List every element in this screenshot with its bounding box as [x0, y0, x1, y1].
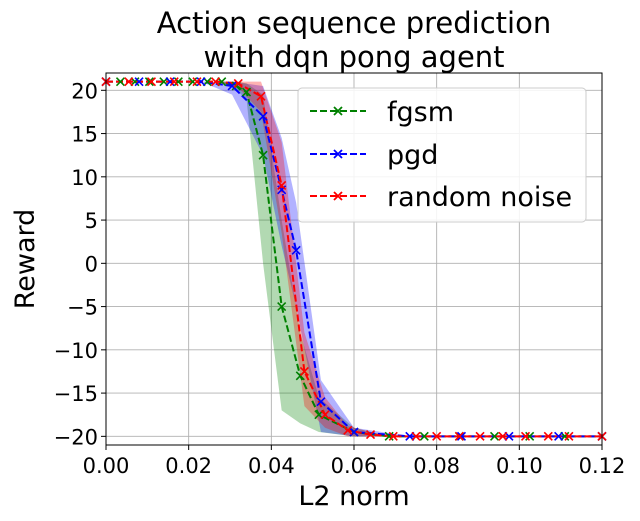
legend-label-pgd: pgd — [387, 140, 438, 171]
y-axis-label: Reward — [10, 209, 41, 310]
point-random-noise — [169, 77, 179, 87]
point-fgsm — [489, 431, 500, 441]
point-pgd — [258, 111, 268, 121]
point-fgsm — [115, 77, 126, 87]
chart-title-line-1: Action sequence prediction — [157, 6, 552, 40]
legend-marker-fgsm — [333, 106, 343, 116]
point-random-noise — [192, 77, 202, 87]
legend-marker-pgd — [333, 149, 343, 159]
x-tick-label: 0.00 — [83, 454, 130, 478]
point-fgsm — [258, 150, 268, 160]
point-fgsm — [241, 87, 252, 97]
point-pgd — [316, 397, 326, 407]
point-random-noise — [520, 431, 531, 441]
point-pgd — [456, 431, 467, 441]
point-pgd — [554, 431, 564, 441]
x-tick-label: 0.06 — [331, 454, 378, 478]
y-axis-ticks: 20 15 10 5 0 −5 −10 −15 −20 — [54, 79, 106, 449]
point-random-noise — [277, 180, 287, 191]
point-random-noise — [411, 431, 421, 441]
point-random-noise — [124, 77, 134, 87]
point-fgsm — [419, 431, 429, 441]
point-random-noise — [498, 431, 508, 441]
point-fgsm — [384, 431, 394, 441]
point-pgd — [134, 77, 144, 87]
y-tick-label: −10 — [54, 339, 98, 363]
point-pgd — [165, 77, 175, 87]
y-tick-label: 20 — [71, 79, 98, 103]
x-tick-label: 0.04 — [248, 454, 295, 478]
point-pgd — [227, 81, 237, 91]
point-random-noise — [343, 425, 353, 435]
point-fgsm — [188, 77, 198, 87]
y-tick-label: 10 — [71, 166, 98, 190]
point-pgd — [196, 77, 206, 87]
legend-marker-random-noise — [333, 191, 343, 201]
x-axis-label: L2 norm — [298, 481, 409, 512]
point-random-noise — [146, 77, 157, 87]
point-random-noise — [564, 431, 574, 441]
x-axis-ticks: 0.00 0.02 0.04 0.06 0.08 0.10 0.12 — [83, 445, 626, 478]
legend-label-random-noise: random noise — [387, 182, 572, 213]
point-pgd — [291, 245, 301, 255]
point-fgsm — [173, 77, 183, 87]
point-fgsm — [144, 77, 154, 87]
point-random-noise — [475, 431, 485, 441]
legend: fgsm pgd random noise — [297, 87, 587, 223]
legend-box — [297, 87, 587, 223]
point-random-noise — [543, 431, 553, 441]
y-tick-label: 15 — [71, 123, 98, 147]
point-random-noise — [210, 77, 221, 87]
point-random-noise — [432, 431, 442, 441]
point-random-noise — [365, 430, 376, 440]
chart-title-line-2: with dqn pong agent — [203, 40, 504, 74]
point-random-noise — [320, 410, 330, 420]
x-tick-label: 0.02 — [165, 454, 212, 478]
y-tick-label: −5 — [67, 296, 98, 320]
point-fgsm — [277, 302, 287, 312]
point-random-noise — [256, 91, 266, 101]
point-random-noise — [454, 431, 464, 441]
x-tick-label: 0.08 — [413, 454, 460, 478]
y-tick-label: −20 — [54, 425, 98, 449]
y-tick-label: 5 — [85, 209, 98, 233]
point-random-noise — [388, 431, 398, 441]
legend-label-fgsm: fgsm — [387, 97, 454, 128]
point-random-noise — [233, 78, 243, 88]
x-tick-label: 0.10 — [496, 454, 543, 478]
point-fgsm — [525, 431, 535, 441]
y-tick-label: −15 — [54, 382, 98, 406]
point-random-noise — [299, 366, 309, 377]
x-tick-label: 0.12 — [579, 454, 626, 478]
y-tick-label: 0 — [85, 252, 98, 276]
